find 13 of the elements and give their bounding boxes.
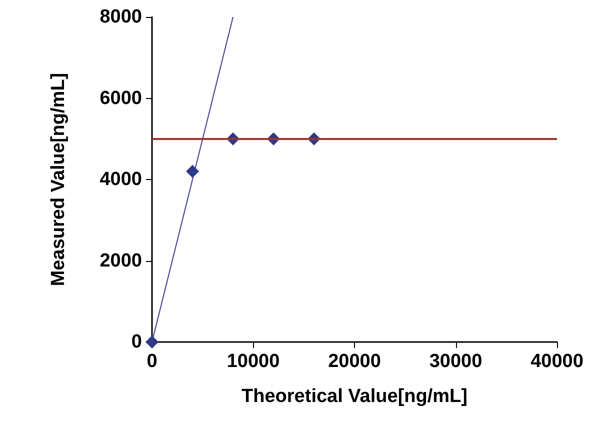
x-tick-label: 40000 [530, 351, 584, 372]
y-tick-label: 0 [131, 332, 142, 352]
y-tick-label: 2000 [100, 250, 142, 272]
x-tick-label: 20000 [328, 351, 381, 372]
y-tick-label: 8000 [100, 6, 142, 28]
x-tick-label: 30000 [429, 351, 482, 372]
x-axis-title: Theoretical Value[ng/mL] [242, 386, 468, 407]
y-tick-label: 4000 [100, 169, 142, 190]
y-tick-label: 6000 [100, 88, 142, 109]
x-tick-label: 10000 [226, 351, 280, 372]
x-tick-label: 0 [146, 351, 158, 372]
point [146, 336, 158, 348]
y-axis-title: Measured Value[ng/mL] [48, 72, 69, 286]
